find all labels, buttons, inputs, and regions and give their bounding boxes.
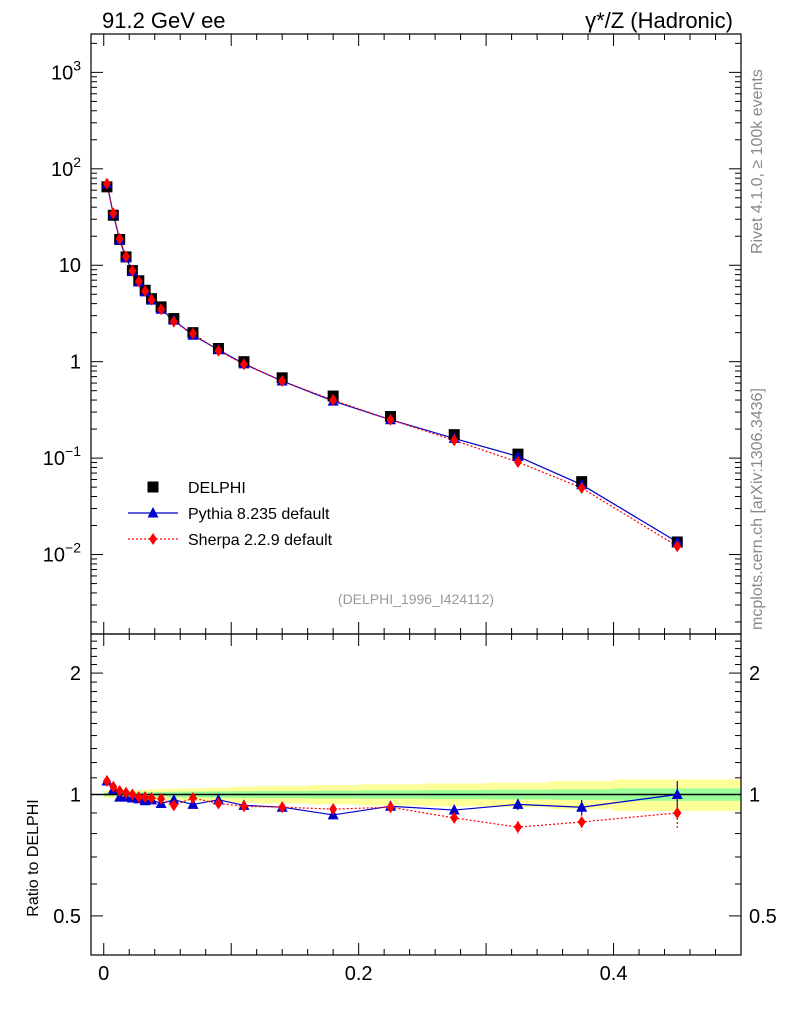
ratio-point-triangle: [168, 793, 180, 805]
x-tick-label: 0: [98, 963, 109, 985]
x-tick-label: 0.2: [345, 963, 373, 985]
point-diamond: [673, 540, 682, 553]
legend-marker-diamond: [149, 533, 157, 545]
point-diamond: [115, 232, 124, 245]
main-panel: 10−2 10−1 1 10 102 103: [43, 33, 742, 955]
ratio-line-diamond: [106, 780, 678, 828]
ratio-point-diamond: [128, 788, 137, 801]
point-diamond: [169, 315, 178, 328]
ratio-point-diamond: [239, 800, 248, 813]
ratio-point-diamond: [513, 821, 522, 834]
ratio-y-tick-label-right: 1: [749, 785, 760, 807]
point-diamond: [386, 413, 395, 426]
legend-marker-triangle: [147, 507, 159, 518]
energy-title: 91.2 GeV ee: [102, 8, 226, 33]
ratio-y-tick-label: 0.5: [53, 906, 81, 928]
ratio-point-diamond: [134, 791, 143, 804]
y-tick-label: 103: [51, 57, 81, 84]
y-tick-label: 10−1: [43, 443, 81, 470]
process-title: γ*/Z (Hadronic): [585, 8, 733, 33]
legend: DELPHI Pythia 8.235 default Sherpa 2.2.9 d…: [128, 480, 333, 549]
point-diamond: [329, 394, 338, 407]
point-diamond: [450, 434, 459, 447]
point-diamond: [188, 327, 197, 340]
ratio-point-diamond: [188, 792, 197, 805]
y-tick-label: 10−2: [43, 540, 81, 567]
ratio-panel: 0 0.2 0.4 0.5 0.5 1 1 2 2: [53, 633, 777, 985]
ratio-point-diamond: [147, 792, 156, 805]
ratio-point-diamond: [329, 803, 338, 816]
point-diamond: [278, 375, 287, 388]
point-diamond: [122, 250, 131, 263]
point-diamond: [109, 207, 118, 220]
point-diamond: [577, 481, 586, 494]
mcplots-label: mcplots.cern.ch [arXiv:1306.3436]: [749, 388, 766, 630]
y-tick-label: 102: [51, 154, 81, 181]
ratio-point-diamond: [278, 801, 287, 814]
ratio-point-diamond: [141, 791, 150, 804]
ratio-point-diamond: [386, 801, 395, 814]
ratio-point-diamond: [157, 792, 166, 805]
y-tick-label: 1: [70, 352, 81, 374]
legend-label: DELPHI: [188, 480, 246, 497]
ratio-point-diamond: [214, 797, 223, 810]
ratio-y-tick-label-right: 0.5: [749, 906, 777, 928]
ratio-point-diamond: [102, 775, 111, 788]
point-diamond: [239, 358, 248, 371]
legend-label: Sherpa 2.2.9 default: [188, 532, 333, 549]
point-diamond: [102, 177, 111, 190]
point-diamond: [157, 303, 166, 316]
ratio-y-tick-label-right: 2: [749, 663, 760, 685]
point-diamond: [134, 275, 143, 288]
ratio-point-triangle: [671, 788, 683, 799]
ratio-point-triangle: [512, 798, 524, 809]
ratio-point-diamond: [122, 786, 131, 799]
ratio-point-diamond: [577, 815, 586, 828]
ratio-point-triangle: [448, 804, 460, 815]
legend-marker-square: [147, 481, 159, 493]
ratio-point-diamond: [673, 806, 682, 819]
ratio-point-diamond: [115, 785, 124, 798]
analysis-id: (DELPHI_1996_I424112): [338, 591, 494, 607]
ratio-point-diamond: [450, 811, 459, 824]
ratio-y-tick-label: 2: [70, 663, 81, 685]
legend-label: Pythia 8.235 default: [188, 506, 330, 523]
point-diamond: [513, 456, 522, 469]
point-diamond: [128, 264, 137, 277]
point-diamond: [214, 344, 223, 357]
point-diamond: [141, 285, 150, 298]
point-triangle: [512, 450, 524, 461]
ratio-point-triangle: [576, 801, 588, 812]
ratio-ylabel: Ratio to DELPHI: [25, 799, 42, 916]
ratio-point-diamond: [109, 780, 118, 793]
ratio-y-tick-label: 1: [70, 785, 81, 807]
rivet-label: Rivet 4.1.0, ≥ 100k events: [749, 69, 766, 254]
y-tick-label: 10: [59, 255, 81, 277]
x-tick-label: 0.4: [600, 963, 628, 985]
point-diamond: [147, 293, 156, 306]
ratio-point-diamond: [169, 799, 178, 812]
